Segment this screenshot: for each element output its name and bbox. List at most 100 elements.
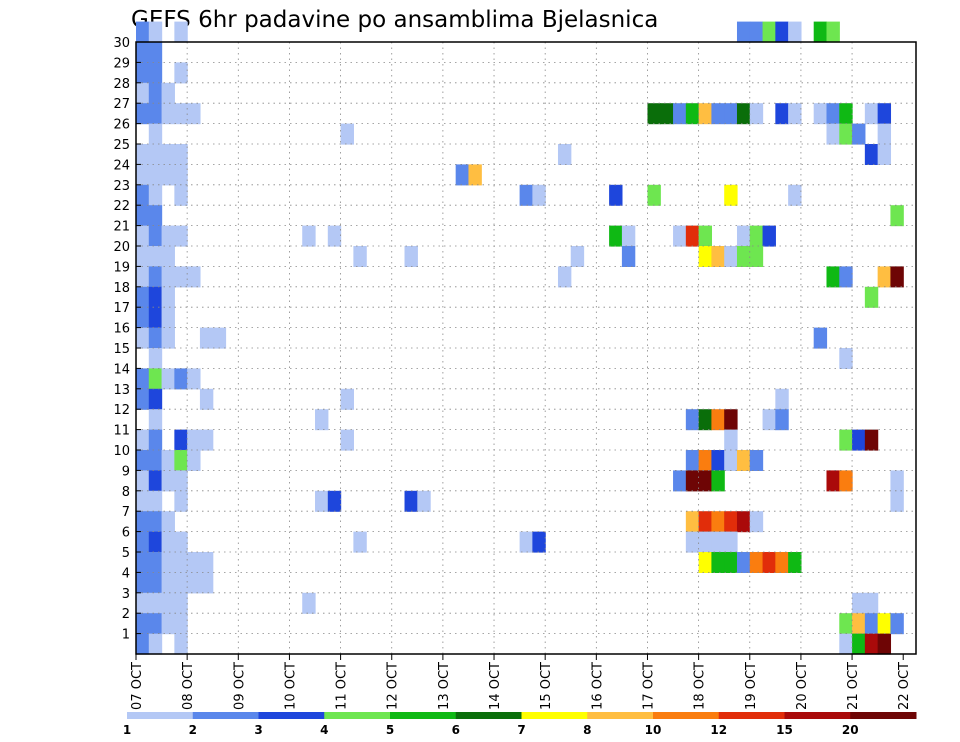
- precip-cell: [890, 470, 904, 492]
- precip-cell: [775, 552, 789, 573]
- precip-cell: [302, 592, 316, 614]
- precip-cell: [698, 103, 713, 125]
- precip-cell: [161, 82, 175, 104]
- precip-cell: [852, 429, 866, 451]
- precip-cell: [174, 266, 188, 288]
- precip-cell: [698, 531, 713, 553]
- precip-cell: [136, 490, 150, 512]
- precip-cell: [711, 470, 725, 492]
- legend-swatch: [127, 712, 194, 719]
- precip-cell: [136, 266, 150, 288]
- precip-cell: [890, 266, 904, 288]
- precip-cell: [148, 409, 163, 431]
- y-tick-label: 18: [113, 281, 130, 296]
- x-tick-label: 19 OCT: [744, 662, 759, 710]
- precip-cell: [187, 429, 201, 451]
- precip-cell: [353, 246, 367, 267]
- legend-swatch: [455, 712, 522, 719]
- precip-cell: [557, 144, 572, 165]
- precip-cell: [136, 164, 150, 186]
- precip-cell: [711, 511, 725, 533]
- precip-cell: [877, 633, 892, 655]
- y-tick-label: 16: [113, 322, 130, 337]
- y-tick-label: 24: [113, 158, 130, 173]
- legend-label: 4: [320, 723, 328, 737]
- precip-cell: [136, 388, 150, 410]
- precip-cell: [877, 266, 892, 288]
- precip-cell: [877, 613, 892, 635]
- precip-cell: [826, 21, 840, 43]
- precip-cell: [788, 21, 802, 43]
- precip-cell: [864, 592, 879, 614]
- precip-cell: [161, 266, 175, 288]
- precip-cell: [839, 103, 853, 125]
- precip-cell: [327, 225, 342, 247]
- precip-cell: [698, 246, 713, 267]
- precip-cell: [736, 552, 751, 573]
- precip-cell: [148, 592, 163, 614]
- precip-cell: [136, 429, 150, 451]
- y-tick-label: 9: [122, 464, 130, 479]
- precip-cell: [199, 572, 214, 594]
- y-tick-label: 30: [113, 36, 130, 51]
- y-tick-label: 11: [113, 424, 130, 439]
- precip-cell: [685, 409, 700, 431]
- precip-cell: [174, 470, 188, 492]
- precip-cell: [775, 388, 789, 410]
- precip-cell: [736, 21, 751, 43]
- precip-cell: [711, 246, 725, 267]
- precip-cell: [417, 490, 431, 512]
- precip-cell: [736, 511, 751, 533]
- precip-cell: [685, 531, 700, 553]
- precip-cell: [174, 368, 188, 390]
- legend-swatch: [850, 712, 917, 719]
- precip-cell: [711, 531, 725, 553]
- precip-cell: [749, 21, 764, 43]
- y-tick-label: 7: [122, 505, 130, 520]
- precip-cell: [749, 246, 764, 267]
- precip-cell: [762, 21, 776, 43]
- legend-swatch: [784, 712, 851, 719]
- precip-cell: [839, 348, 853, 369]
- precip-cell: [839, 633, 853, 655]
- precip-cell: [148, 307, 163, 329]
- precip-cell: [698, 450, 713, 471]
- precip-cell: [340, 388, 354, 410]
- precip-cell: [711, 450, 725, 471]
- precip-cell: [136, 225, 150, 247]
- precip-cell: [698, 511, 713, 533]
- legend-swatch: [324, 712, 391, 719]
- precip-cell: [749, 511, 764, 533]
- precip-cell: [724, 184, 738, 206]
- precip-cell: [839, 266, 853, 288]
- y-tick-label: 14: [113, 362, 130, 377]
- precip-cell: [864, 633, 879, 655]
- precip-cell: [136, 82, 150, 104]
- precip-cell: [148, 613, 163, 635]
- precip-cell: [174, 103, 188, 125]
- y-tick-label: 3: [122, 587, 130, 602]
- precip-cell: [199, 388, 214, 410]
- precip-cell: [468, 164, 482, 186]
- precip-cell: [199, 429, 214, 451]
- x-tick-label: 18 OCT: [693, 662, 708, 710]
- x-tick-label: 11 OCT: [335, 662, 350, 710]
- precip-cell: [813, 21, 828, 43]
- precip-cell: [148, 266, 163, 288]
- precip-cell: [148, 511, 163, 533]
- precip-cell: [698, 409, 713, 431]
- precip-cell: [621, 225, 636, 247]
- x-axis: 07 OCT 08 OCT 09 OCT 10 OCT 11 OCT 12 OCT 13 O…: [130, 654, 912, 710]
- precip-cell: [724, 511, 738, 533]
- legend-label: 3: [254, 723, 262, 737]
- precip-cell: [161, 307, 175, 329]
- precip-cell: [315, 490, 329, 512]
- precip-cell: [826, 470, 840, 492]
- precip-cell: [161, 103, 175, 125]
- precip-cell: [762, 409, 776, 431]
- precip-cell: [187, 266, 201, 288]
- precip-cell: [775, 103, 789, 125]
- precip-cell: [532, 531, 546, 553]
- legend-label: 1: [123, 723, 131, 737]
